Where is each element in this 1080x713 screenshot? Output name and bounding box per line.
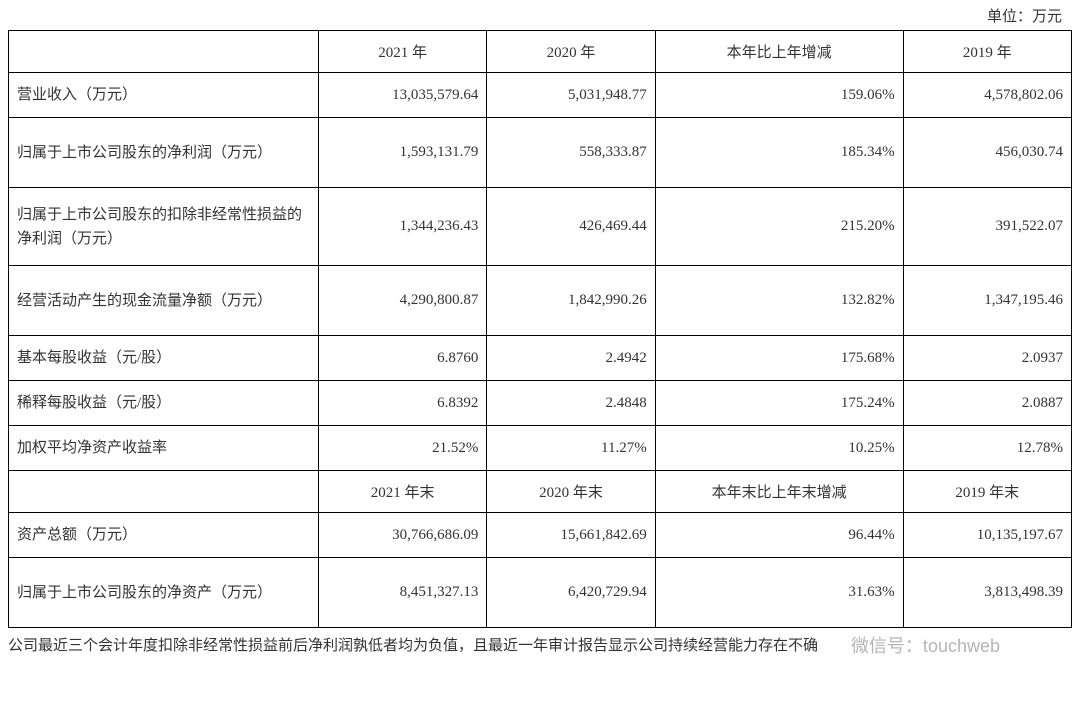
- header-2019-end: 2019 年末: [903, 471, 1071, 513]
- cell: 8,451,327.13: [319, 558, 487, 628]
- table-row: 归属于上市公司股东的净资产（万元） 8,451,327.13 6,420,729…: [9, 558, 1072, 628]
- row-label: 资产总额（万元）: [9, 513, 319, 558]
- table-row: 营业收入（万元） 13,035,579.64 5,031,948.77 159.…: [9, 73, 1072, 118]
- cell: 2.0887: [903, 381, 1071, 426]
- cell: 159.06%: [655, 73, 903, 118]
- row-label: 归属于上市公司股东的净利润（万元）: [9, 118, 319, 188]
- cell: 1,593,131.79: [319, 118, 487, 188]
- cell: 12.78%: [903, 426, 1071, 471]
- cell: 4,578,802.06: [903, 73, 1071, 118]
- cell: 13,035,579.64: [319, 73, 487, 118]
- cell: 215.20%: [655, 188, 903, 266]
- financial-table: 2021 年 2020 年 本年比上年增减 2019 年 营业收入（万元） 13…: [8, 30, 1072, 628]
- header-2019: 2019 年: [903, 31, 1071, 73]
- cell: 11.27%: [487, 426, 655, 471]
- row-label: 归属于上市公司股东的净资产（万元）: [9, 558, 319, 628]
- table-row: 归属于上市公司股东的扣除非经常性损益的净利润（万元） 1,344,236.43 …: [9, 188, 1072, 266]
- cell: 175.24%: [655, 381, 903, 426]
- cell: 175.68%: [655, 336, 903, 381]
- header-row-1: 2021 年 2020 年 本年比上年增减 2019 年: [9, 31, 1072, 73]
- cell: 6.8760: [319, 336, 487, 381]
- row-label: 加权平均净资产收益率: [9, 426, 319, 471]
- cell: 30,766,686.09: [319, 513, 487, 558]
- header-2021: 2021 年: [319, 31, 487, 73]
- row-label: 稀释每股收益（元/股）: [9, 381, 319, 426]
- row-label: 归属于上市公司股东的扣除非经常性损益的净利润（万元）: [9, 188, 319, 266]
- cell: 31.63%: [655, 558, 903, 628]
- table-row: 经营活动产生的现金流量净额（万元） 4,290,800.87 1,842,990…: [9, 266, 1072, 336]
- cell: 1,842,990.26: [487, 266, 655, 336]
- cell: 1,347,195.46: [903, 266, 1071, 336]
- cell: 15,661,842.69: [487, 513, 655, 558]
- table-row: 稀释每股收益（元/股） 6.8392 2.4848 175.24% 2.0887: [9, 381, 1072, 426]
- table-row: 加权平均净资产收益率 21.52% 11.27% 10.25% 12.78%: [9, 426, 1072, 471]
- header-2020: 2020 年: [487, 31, 655, 73]
- cell: 456,030.74: [903, 118, 1071, 188]
- footer-note: 公司最近三个会计年度扣除非经常性损益前后净利润孰低者均为负值，且最近一年审计报告…: [8, 634, 1072, 660]
- cell: 96.44%: [655, 513, 903, 558]
- cell: 10.25%: [655, 426, 903, 471]
- cell: 10,135,197.67: [903, 513, 1071, 558]
- cell: 185.34%: [655, 118, 903, 188]
- row-label: 营业收入（万元）: [9, 73, 319, 118]
- cell: 2.4848: [487, 381, 655, 426]
- cell: 5,031,948.77: [487, 73, 655, 118]
- cell: 426,469.44: [487, 188, 655, 266]
- header-2021-end: 2021 年末: [319, 471, 487, 513]
- table-row: 资产总额（万元） 30,766,686.09 15,661,842.69 96.…: [9, 513, 1072, 558]
- unit-label: 单位：万元: [8, 5, 1072, 26]
- cell: 132.82%: [655, 266, 903, 336]
- header-change: 本年比上年增减: [655, 31, 903, 73]
- cell: 6.8392: [319, 381, 487, 426]
- table-row: 归属于上市公司股东的净利润（万元） 1,593,131.79 558,333.8…: [9, 118, 1072, 188]
- header-blank: [9, 31, 319, 73]
- row-label: 基本每股收益（元/股）: [9, 336, 319, 381]
- cell: 2.0937: [903, 336, 1071, 381]
- header-end-change: 本年末比上年末增减: [655, 471, 903, 513]
- cell: 3,813,498.39: [903, 558, 1071, 628]
- cell: 21.52%: [319, 426, 487, 471]
- table-row: 基本每股收益（元/股） 6.8760 2.4942 175.68% 2.0937: [9, 336, 1072, 381]
- row-label: 经营活动产生的现金流量净额（万元）: [9, 266, 319, 336]
- cell: 6,420,729.94: [487, 558, 655, 628]
- header-blank: [9, 471, 319, 513]
- cell: 558,333.87: [487, 118, 655, 188]
- cell: 2.4942: [487, 336, 655, 381]
- cell: 4,290,800.87: [319, 266, 487, 336]
- header-row-2: 2021 年末 2020 年末 本年末比上年末增减 2019 年末: [9, 471, 1072, 513]
- cell: 1,344,236.43: [319, 188, 487, 266]
- header-2020-end: 2020 年末: [487, 471, 655, 513]
- cell: 391,522.07: [903, 188, 1071, 266]
